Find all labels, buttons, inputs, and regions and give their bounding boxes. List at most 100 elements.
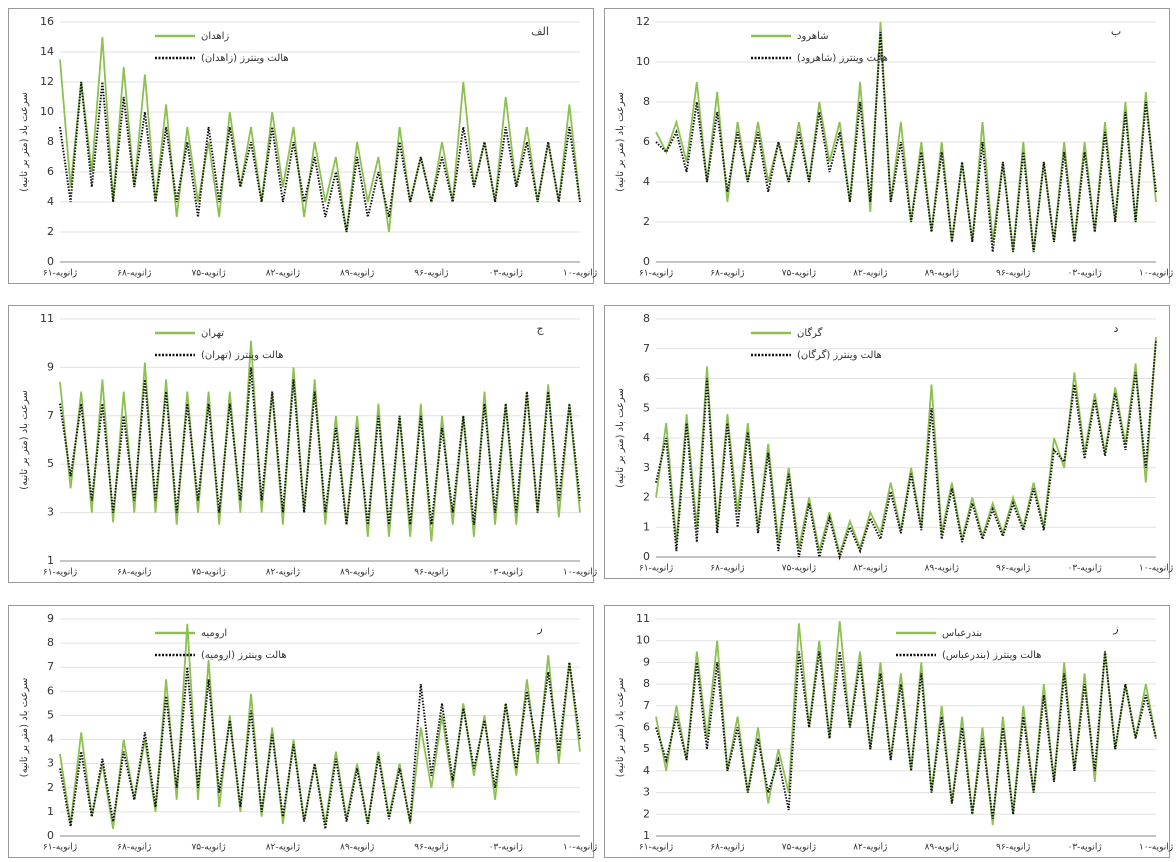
- panel-label: ز: [1112, 622, 1118, 635]
- x-tick-label: ژانویه-۸۲: [266, 843, 300, 853]
- x-tick-label: ژانویه-۱۰: [563, 269, 597, 279]
- y-tick-label: 1: [643, 520, 650, 533]
- x-tick-label: ژانویه-۶۱: [639, 843, 673, 853]
- y-axis-label: سرعت باد (متر بر ثانیه): [615, 678, 626, 778]
- legend-label: هالت وینترز (بندرعباس): [942, 650, 1041, 661]
- y-tick-label: 5: [643, 401, 650, 414]
- x-tick-label: ژانویه-۰۳: [489, 843, 523, 853]
- x-tick-label: ژانویه-۱۰: [1139, 269, 1173, 279]
- x-tick-label: ژانویه-۶۱: [639, 564, 673, 574]
- legend-label: تهران: [201, 328, 224, 339]
- y-tick-label: 6: [643, 135, 650, 148]
- y-tick-label: 2: [643, 215, 650, 228]
- y-tick-label: 7: [47, 660, 54, 673]
- x-tick-label: ژانویه-۹۶: [996, 843, 1030, 853]
- y-tick-label: 3: [47, 506, 54, 519]
- x-tick-label: ژانویه-۸۹: [340, 843, 374, 853]
- legend-label: ارومیه: [201, 628, 227, 639]
- legend-label: شاهرود: [797, 31, 829, 42]
- panel-frame: [8, 605, 594, 858]
- legend-label: هالت وینترز (زاهدان): [201, 53, 289, 64]
- y-tick-label: 8: [47, 135, 54, 148]
- y-axis-label: سرعت باد (متر بر ثانیه): [615, 92, 626, 192]
- series-line: [59, 340, 581, 542]
- x-tick-label: ژانویه-۸۹: [925, 564, 959, 574]
- panel-label: الف: [531, 25, 549, 38]
- series-line: [655, 336, 1157, 558]
- y-tick-label: 8: [47, 636, 54, 649]
- legend-label: هالت وینترز (تهران): [201, 350, 283, 361]
- chart-panel: 1 2 3 4 5 6 7 8 9 10 11 ژانویه-۶۱ ژانویه-۶۸ ژانویه-۷۵…: [604, 605, 1173, 858]
- y-tick-label: 2: [643, 491, 650, 504]
- x-tick-label: ژانویه-۶۸: [710, 564, 744, 574]
- y-tick-label: 0: [643, 550, 650, 563]
- series-line: [59, 81, 581, 233]
- x-tick-label: ژانویه-۸۲: [266, 568, 300, 578]
- x-tick-label: ژانویه-۰۳: [1067, 269, 1101, 279]
- y-tick-label: 2: [47, 781, 54, 794]
- x-tick-label: ژانویه-۷۵: [191, 568, 225, 578]
- x-tick-label: ژانویه-۰۳: [1067, 843, 1101, 853]
- y-tick-label: 7: [643, 342, 650, 355]
- y-tick-label: 4: [47, 195, 54, 208]
- y-tick-label: 9: [643, 655, 650, 668]
- x-tick-label: ژانویه-۸۲: [266, 269, 300, 279]
- y-tick-label: 2: [47, 225, 54, 238]
- chart-panel: 0 2 4 6 8 10 12 ژانویه-۶۱ ژانویه-۶۸ ژانویه-۷۵ ژانو…: [604, 8, 1173, 284]
- y-axis-label: سرعت باد (متر بر ثانیه): [19, 92, 30, 192]
- y-axis-label: سرعت باد (متر بر ثانیه): [19, 678, 30, 778]
- legend-label: گرگان: [797, 327, 823, 339]
- panel-label: ر: [536, 622, 542, 635]
- legend-label: بندرعباس: [942, 628, 982, 639]
- x-tick-label: ژانویه-۱۰: [1139, 564, 1173, 574]
- x-tick-label: ژانویه-۷۵: [191, 269, 225, 279]
- y-tick-label: 3: [643, 786, 650, 799]
- y-tick-label: 0: [643, 255, 650, 268]
- y-tick-label: 9: [47, 612, 54, 625]
- y-tick-label: 4: [643, 175, 650, 188]
- y-axis-label: سرعت باد (متر بر ثانیه): [19, 390, 30, 490]
- series-line: [59, 623, 581, 829]
- y-tick-label: 3: [47, 757, 54, 770]
- y-tick-label: 1: [47, 554, 54, 567]
- y-tick-label: 4: [47, 733, 54, 746]
- x-tick-label: ژانویه-۶۱: [639, 269, 673, 279]
- x-tick-label: ژانویه-۶۸: [117, 269, 151, 279]
- x-tick-label: ژانویه-۰۳: [1067, 564, 1101, 574]
- y-tick-label: 10: [636, 634, 650, 647]
- x-tick-label: ژانویه-۷۵: [782, 843, 816, 853]
- x-tick-label: ژانویه-۹۶: [414, 843, 448, 853]
- panel-label: ب: [1111, 25, 1121, 38]
- y-tick-label: 7: [643, 699, 650, 712]
- legend-label: زاهدان: [201, 31, 229, 42]
- chart-panel: 1 3 5 7 9 11 ژانویه-۶۱ ژانویه-۶۸ ژانویه-۷۵ ژانویه…: [8, 305, 597, 583]
- series-line: [655, 339, 1157, 561]
- x-tick-label: ژانویه-۶۱: [43, 843, 77, 853]
- panel-frame: [604, 305, 1170, 579]
- series-line: [655, 651, 1157, 819]
- series-line: [655, 31, 1157, 253]
- y-tick-label: 11: [636, 612, 650, 625]
- x-tick-label: ژانویه-۸۹: [925, 269, 959, 279]
- x-tick-label: ژانویه-۶۸: [710, 843, 744, 853]
- legend-label: هالت وینترز (گرگان): [797, 349, 882, 361]
- x-tick-label: ژانویه-۷۵: [782, 564, 816, 574]
- x-tick-label: ژانویه-۹۶: [414, 269, 448, 279]
- y-tick-label: 4: [643, 431, 650, 444]
- y-tick-label: 12: [636, 15, 650, 28]
- y-tick-label: 0: [47, 255, 54, 268]
- y-tick-label: 12: [40, 75, 54, 88]
- y-tick-label: 3: [643, 461, 650, 474]
- y-tick-label: 11: [40, 312, 54, 325]
- x-tick-label: ژانویه-۶۱: [43, 568, 77, 578]
- y-tick-label: 10: [40, 105, 54, 118]
- y-tick-label: 6: [643, 721, 650, 734]
- x-tick-label: ژانویه-۱۰: [1139, 843, 1173, 853]
- y-tick-label: 1: [643, 829, 650, 842]
- x-tick-label: ژانویه-۱۰: [563, 568, 597, 578]
- y-tick-label: 6: [47, 165, 54, 178]
- y-tick-label: 4: [643, 764, 650, 777]
- x-tick-label: ژانویه-۷۵: [191, 843, 225, 853]
